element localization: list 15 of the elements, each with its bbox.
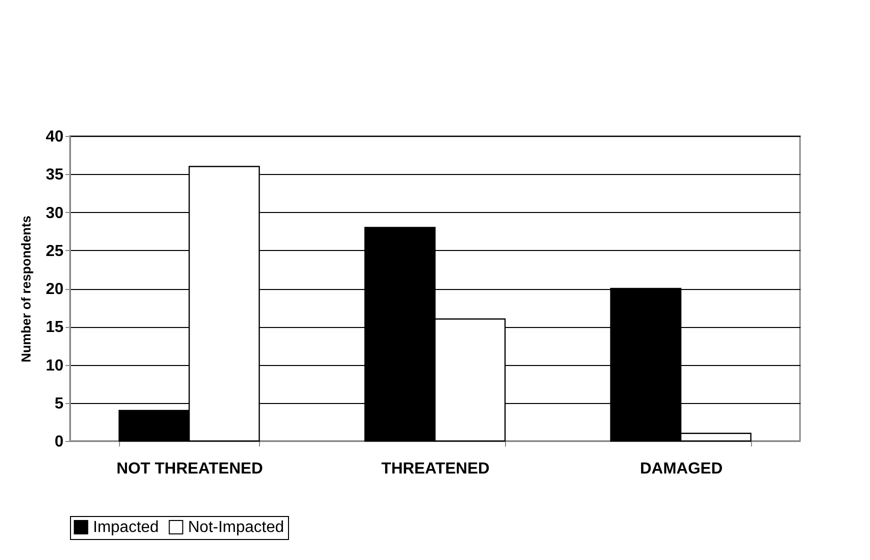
- legend-label: Impacted: [93, 519, 159, 536]
- y-tick-label: 0: [54, 434, 64, 450]
- y-tick-label: 25: [46, 242, 64, 260]
- y-axis-title: Number of respondents: [18, 216, 34, 362]
- y-tick-label: 20: [46, 281, 64, 298]
- y-tick-label: 40: [46, 128, 64, 146]
- y-tick-label: 5: [54, 395, 64, 412]
- legend-label: Not-Impacted: [188, 519, 284, 536]
- x-tick-label: NOT THREATENED: [116, 460, 263, 478]
- x-tick-label: THREATENED: [381, 460, 490, 478]
- y-tick-label: 30: [46, 204, 64, 222]
- y-tick-label: 10: [46, 357, 64, 374]
- y-tick-label: 35: [46, 166, 64, 184]
- y-tick-label: 15: [46, 319, 64, 336]
- x-tick-label: DAMAGED: [640, 460, 723, 478]
